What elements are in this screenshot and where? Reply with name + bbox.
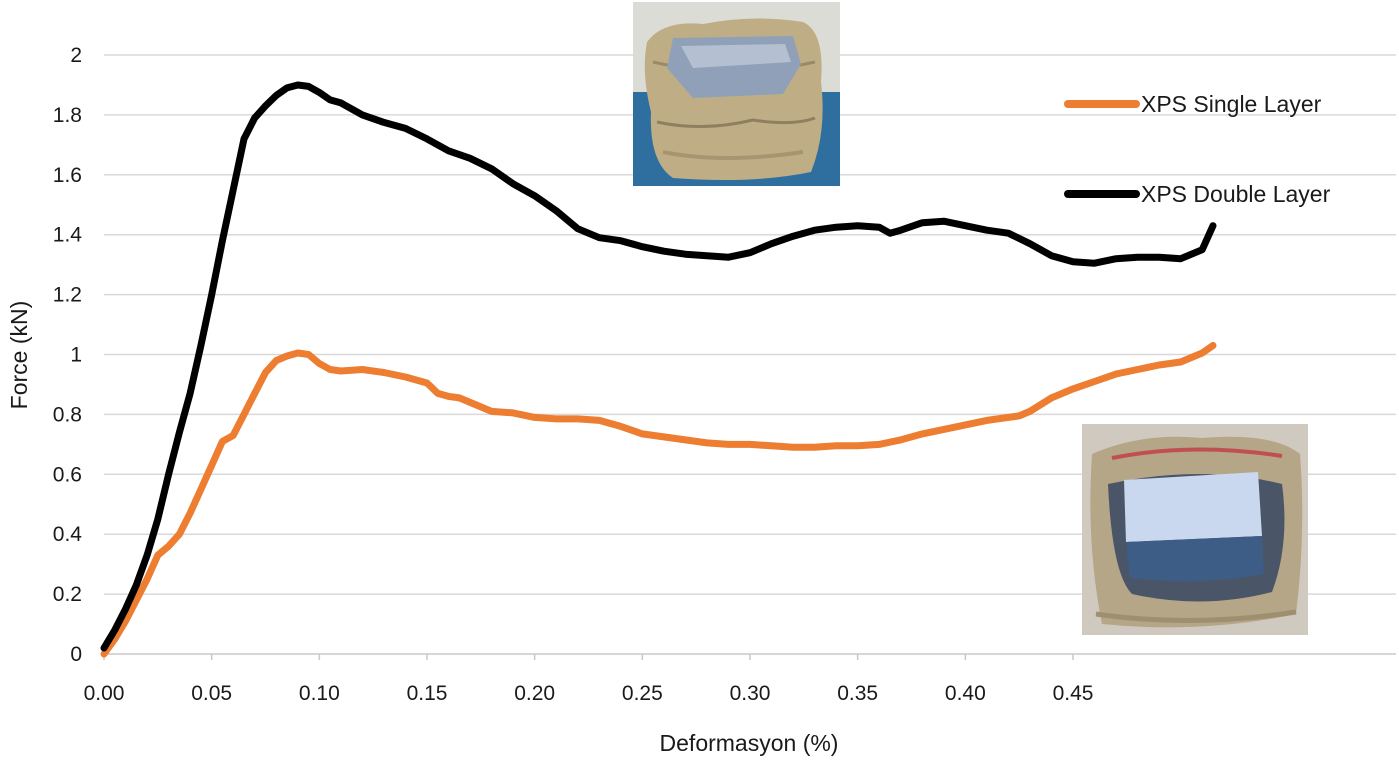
series-line-1: [100, 81, 1217, 652]
x-tick-label: 0.40: [945, 682, 986, 705]
y-tick-label: 0.2: [53, 583, 82, 606]
x-axis-title: Deformasyon (%): [660, 730, 839, 756]
series-lines: [100, 81, 1217, 658]
y-tick-label: 0.6: [53, 463, 82, 486]
y-axis-ticks: 0 0.2 0.4 0.6 0.8 1 1.2 1.4 1.6 1.8 2: [53, 44, 83, 666]
legend: XPS Single Layer XPS Double Layer: [1064, 91, 1331, 207]
y-tick-label: 1.8: [53, 104, 82, 127]
series-line-0: [100, 342, 1217, 658]
x-tick-label: 0.15: [407, 682, 448, 705]
legend-label-0: XPS Single Layer: [1141, 91, 1322, 117]
x-tick-label: 0.10: [299, 682, 340, 705]
specimen-photo-bottom: [1082, 424, 1308, 635]
x-tick-label: 0.35: [837, 682, 878, 705]
y-tick-label: 1.4: [53, 224, 83, 247]
x-axis-ticks: 0.00 0.05 0.10 0.15 0.20 0.25 0.30 0.35 0.40 0.45: [84, 654, 1094, 705]
y-tick-label: 1: [70, 344, 82, 367]
legend-label-1: XPS Double Layer: [1141, 181, 1331, 207]
y-axis-title: Force (kN): [6, 301, 32, 410]
y-tick-label: 1.2: [53, 284, 82, 307]
x-tick-label: 0.45: [1053, 682, 1094, 705]
x-tick-label: 0.20: [514, 682, 555, 705]
x-tick-label: 0.30: [730, 682, 771, 705]
y-tick-label: 1.6: [53, 164, 82, 187]
y-tick-label: 2: [70, 44, 82, 67]
x-tick-label: 0.25: [622, 682, 663, 705]
y-tick-label: 0.4: [53, 523, 83, 546]
x-tick-label: 0.00: [84, 682, 125, 705]
y-tick-label: 0.8: [53, 403, 82, 426]
y-tick-label: 0: [70, 643, 82, 666]
specimen-photo-top: [633, 2, 840, 186]
x-tick-label: 0.05: [191, 682, 232, 705]
